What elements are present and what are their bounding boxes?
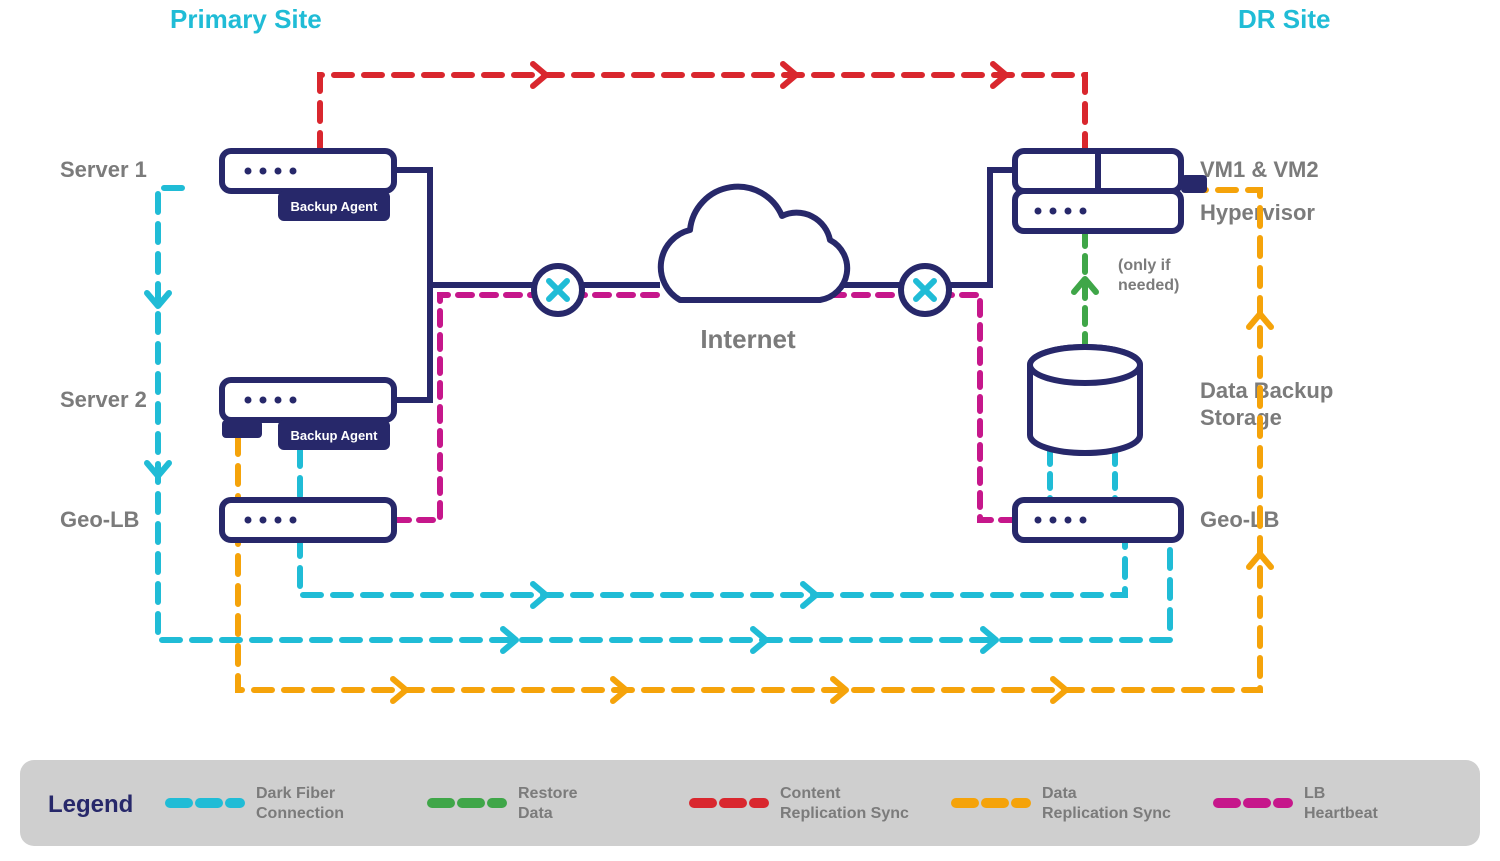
internet-label: Internet: [700, 324, 796, 354]
restore-note-2: needed): [1118, 277, 1179, 294]
server2-node: Backup Agent: [222, 380, 394, 450]
legend-item-label: Data: [518, 805, 553, 822]
server2-label: Server 2: [60, 387, 147, 412]
dr-bus-to-vm-line: [942, 170, 1015, 285]
legend-item-label: Replication Sync: [780, 805, 909, 822]
backup-agent-2: Backup Agent: [291, 428, 379, 443]
legend-item-label: Heartbeat: [1304, 805, 1378, 822]
storage-to-lb-lines: [1050, 450, 1115, 502]
vm-label: VM1 & VM2: [1200, 157, 1319, 182]
legend-title: Legend: [48, 791, 133, 818]
restore-data-line: [1074, 232, 1096, 350]
legend-item-label: LB: [1304, 785, 1325, 802]
primary-site-title: Primary Site: [170, 4, 322, 34]
server1-node: Backup Agent: [222, 151, 394, 221]
legend-item-label: Replication Sync: [1042, 805, 1171, 822]
backup-agent-1: Backup Agent: [291, 199, 379, 214]
firewall-right: [901, 266, 949, 314]
legend-item-label: Restore: [518, 785, 578, 802]
storage-label-2: Storage: [1200, 405, 1282, 430]
content-replication-sync-line: [320, 64, 1085, 151]
firewall-left: [534, 266, 582, 314]
legend-item-label: Content: [780, 785, 841, 802]
server-bus-line: [395, 170, 430, 400]
legend-item-label: Connection: [256, 805, 344, 822]
storage-node: [1030, 347, 1140, 453]
dr-site-title: DR Site: [1238, 4, 1330, 34]
geo-lb-right-node: [1015, 500, 1181, 540]
geo-lb-left-label: Geo-LB: [60, 507, 139, 532]
storage-label-1: Data Backup: [1200, 378, 1333, 403]
restore-note-1: (only if: [1118, 257, 1171, 274]
vm-hypervisor-node: [1015, 151, 1207, 231]
dr-network-diagram: Primary Site DR Site Server 1 Server 2 G…: [0, 0, 1500, 861]
geo-lb-left-node: [222, 500, 394, 540]
geo-lb-right-label: Geo-LB: [1200, 507, 1279, 532]
internet-cloud: Internet: [661, 187, 847, 354]
legend-item-label: Dark Fiber: [256, 785, 335, 802]
server1-label: Server 1: [60, 157, 147, 182]
legend-item-label: Data: [1042, 785, 1077, 802]
legend: Legend Dark Fiber Connection Restore Data Co…: [20, 760, 1480, 846]
